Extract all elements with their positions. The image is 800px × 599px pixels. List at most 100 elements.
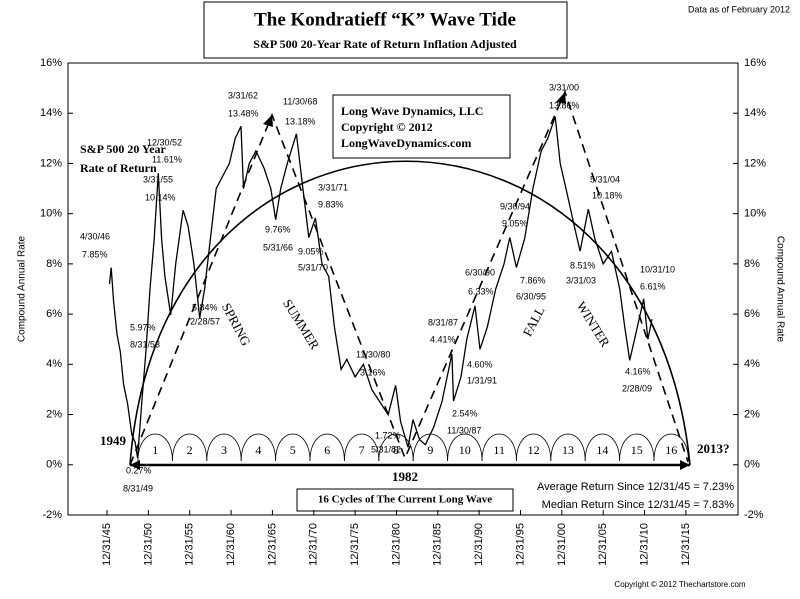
y2-axis-label: Compound Annual Rate xyxy=(774,236,785,343)
annotation: 6/30/95 xyxy=(516,291,546,301)
arrow-head xyxy=(263,115,273,127)
annotation: 6.33% xyxy=(468,286,494,296)
annotation: 5/31/04 xyxy=(590,174,620,184)
annotation: 11.61% xyxy=(152,154,182,164)
annotation: 9.76% xyxy=(265,224,291,234)
y-tick-label: 2% xyxy=(46,408,62,420)
annotation: 5/31/70 xyxy=(298,262,328,272)
cycle-number: 8 xyxy=(393,443,399,457)
annotation: 4/30/46 xyxy=(80,231,110,241)
rate-label: S&P 500 20 Year xyxy=(80,142,167,156)
stat-line: Average Return Since 12/31/45 = 7.23% xyxy=(537,481,734,493)
arrow-head xyxy=(556,92,566,104)
cycle-number: 14 xyxy=(596,443,608,457)
y-tick-label: 12% xyxy=(40,157,62,169)
cycles-caption: 16 Cycles of The Current Long Wave xyxy=(318,494,492,506)
y2-tick-label: 10% xyxy=(744,208,766,220)
cycle-hump xyxy=(653,433,689,462)
rate-label: Rate of Return xyxy=(80,161,157,175)
annotation: 13.86% xyxy=(549,100,580,110)
x-tick-label: 12/31/45 xyxy=(101,523,113,566)
y2-tick-label: -2% xyxy=(744,509,764,521)
annotation: 9.05% xyxy=(298,246,324,256)
x-tick-label: 12/31/90 xyxy=(473,523,485,566)
annotation: 10.18% xyxy=(592,190,623,200)
info-line: LongWaveDynamics.com xyxy=(341,136,471,150)
cycle-number: 1 xyxy=(152,443,158,457)
cycle-hump xyxy=(344,433,380,462)
stat-line: Median Return Since 12/31/45 = 7.83% xyxy=(542,499,735,511)
annotation: 11/30/80 xyxy=(356,349,390,359)
cycle-number: 16 xyxy=(665,443,677,457)
x-tick-label: 12/31/65 xyxy=(266,523,278,566)
annotation: 7.85% xyxy=(82,249,108,259)
copyright: Copyright © 2012 Thechartstore.com xyxy=(614,580,745,589)
cycles-caption-box xyxy=(296,488,514,512)
year-label: 1982 xyxy=(392,469,418,484)
cycle-hump xyxy=(309,433,345,462)
x-tick-label: 12/31/00 xyxy=(556,523,568,566)
y2-tick-label: 12% xyxy=(744,157,766,169)
info-line: Copyright © 2012 xyxy=(341,120,433,134)
cycle-number: 12 xyxy=(528,443,540,457)
plot-frame xyxy=(67,62,739,516)
annotation: 8.51% xyxy=(570,260,596,270)
y-tick-label: 4% xyxy=(46,358,62,370)
annotation: 11/30/87 xyxy=(447,425,481,435)
x-tick-label: 12/31/95 xyxy=(514,523,526,566)
y2-tick-label: 6% xyxy=(744,308,760,320)
annotation: 2/28/57 xyxy=(190,316,220,326)
cycle-number: 2 xyxy=(187,443,193,457)
y2-tick-label: 2% xyxy=(744,408,760,420)
x-tick-label: 12/31/70 xyxy=(308,523,320,566)
annotation: 13.18% xyxy=(285,116,316,126)
arrow-head xyxy=(680,460,690,470)
annotation: 6.61% xyxy=(640,281,666,291)
annotation: 3/31/71 xyxy=(318,182,348,192)
annotation: 8/31/49 xyxy=(123,483,153,493)
y2-tick-label: 8% xyxy=(744,258,760,270)
annotation: 10.14% xyxy=(145,192,176,202)
annotation: 9.83% xyxy=(318,199,344,209)
annotation: 4.41% xyxy=(430,334,456,344)
chart-subtitle: S&P 500 20-Year Rate of Return Inflation… xyxy=(253,37,517,51)
annotation: 0.27% xyxy=(126,465,152,475)
cycle-hump xyxy=(619,433,655,462)
annotation: 7.86% xyxy=(520,275,546,285)
annotation: 1.72% xyxy=(375,430,401,440)
annotation: 5.97% xyxy=(130,322,156,332)
annotation: 5/31/66 xyxy=(263,242,293,252)
cycle-hump xyxy=(378,433,414,462)
x-tick-label: 12/31/60 xyxy=(225,523,237,566)
annotation: 6/30/90 xyxy=(465,267,495,277)
annotation: 11/30/68 xyxy=(283,96,317,106)
y-axis-label: Compound Annual Rate xyxy=(17,235,28,342)
x-tick-label: 12/31/55 xyxy=(184,523,196,566)
cycle-number: 6 xyxy=(324,443,330,457)
annotation: 13.48% xyxy=(228,108,259,118)
cycle-number: 13 xyxy=(562,443,574,457)
cycle-number: 5 xyxy=(290,443,296,457)
cycle-number: 11 xyxy=(493,443,505,457)
annotation: 4.60% xyxy=(467,359,493,369)
y-tick-label: 6% xyxy=(46,308,62,320)
annotation: 3/31/55 xyxy=(143,174,173,184)
x-tick-label: 12/31/50 xyxy=(142,523,154,566)
annotation: 3/31/62 xyxy=(228,90,258,100)
annotation: 9.05% xyxy=(502,218,528,228)
annotation: 5.84% xyxy=(192,302,218,312)
cycle-hump xyxy=(584,433,620,462)
annotation: 8/31/53 xyxy=(130,339,160,349)
cycle-hump xyxy=(137,433,173,462)
y-tick-label: 16% xyxy=(40,57,62,69)
annotation: 4.16% xyxy=(625,366,651,376)
chart-title: The Kondratieff “K” Wave Tide xyxy=(254,9,516,30)
annotation: 12/30/52 xyxy=(147,137,182,147)
y2-tick-label: 4% xyxy=(744,358,760,370)
data-line xyxy=(108,116,653,459)
y2-tick-label: 16% xyxy=(744,57,766,69)
cycle-number: 9 xyxy=(427,443,433,457)
annotation: 2.54% xyxy=(452,408,478,418)
annotation: 5/31/82 xyxy=(371,444,401,454)
